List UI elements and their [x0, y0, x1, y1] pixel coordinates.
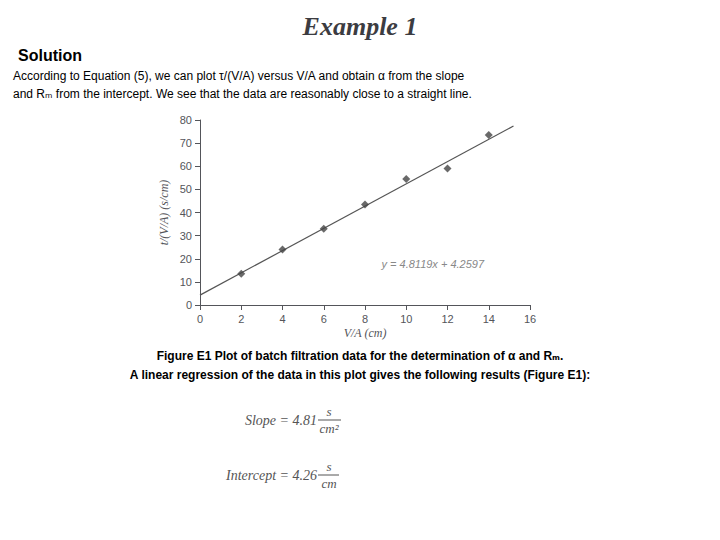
svg-text:s: s [326, 404, 331, 419]
svg-text:4: 4 [279, 313, 285, 325]
svg-text:0: 0 [186, 299, 192, 311]
svg-text:14: 14 [483, 313, 495, 325]
svg-text:cm²: cm² [319, 421, 339, 436]
svg-text:80: 80 [180, 114, 192, 126]
svg-text:Solution: Solution [18, 47, 82, 64]
svg-text:70: 70 [180, 137, 192, 149]
svg-text:10: 10 [400, 313, 412, 325]
svg-text:2: 2 [238, 313, 244, 325]
svg-text:60: 60 [180, 160, 192, 172]
svg-text:A linear regression of the dat: A linear regression of the data in this … [130, 368, 590, 382]
svg-text:According to Equation (5), we: According to Equation (5), we can plot τ… [13, 69, 465, 83]
svg-text:16: 16 [524, 313, 536, 325]
svg-text:50: 50 [180, 183, 192, 195]
svg-text:V/A (cm): V/A (cm) [344, 326, 387, 340]
svg-text:20: 20 [180, 253, 192, 265]
svg-text:t/(V/A) (s/cm): t/(V/A) (s/cm) [157, 180, 171, 246]
svg-text:6: 6 [321, 313, 327, 325]
svg-text:30: 30 [180, 230, 192, 242]
svg-text:Example 1: Example 1 [302, 12, 418, 41]
svg-text:Intercept = 4.26: Intercept = 4.26 [225, 468, 317, 483]
svg-text:cm: cm [321, 476, 336, 491]
svg-text:12: 12 [441, 313, 453, 325]
svg-text:s: s [326, 459, 331, 474]
svg-text:40: 40 [180, 207, 192, 219]
svg-text:0: 0 [197, 313, 203, 325]
svg-text:Slope = 4.81: Slope = 4.81 [245, 413, 317, 428]
svg-text:and Rₘ from the intercept. We: and Rₘ from the intercept. We see that t… [13, 87, 472, 101]
svg-text:Figure E1 Plot of batch filtra: Figure E1 Plot of batch filtration data … [157, 349, 564, 363]
svg-text:10: 10 [180, 276, 192, 288]
svg-text:8: 8 [362, 313, 368, 325]
svg-text:y = 4.8119x + 4.2597: y = 4.8119x + 4.2597 [381, 258, 485, 270]
